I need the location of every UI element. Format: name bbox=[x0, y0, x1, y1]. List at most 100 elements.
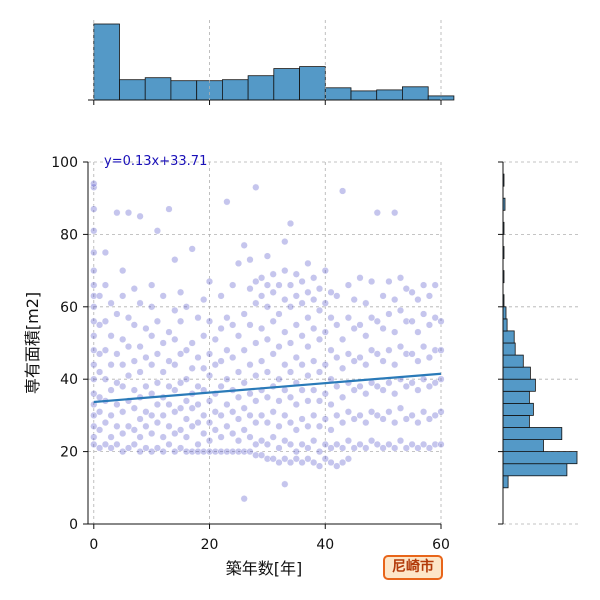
scatter-point bbox=[136, 342, 144, 351]
scatter-point bbox=[298, 386, 306, 394]
scatter-point bbox=[90, 180, 98, 188]
scatter-point bbox=[402, 382, 410, 391]
scatter-point bbox=[333, 411, 341, 420]
scatter-point bbox=[211, 408, 219, 416]
scatter-point bbox=[95, 292, 104, 300]
scatter-point bbox=[344, 437, 353, 445]
scatter-point bbox=[391, 444, 399, 452]
scatter-point bbox=[252, 339, 260, 347]
scatter-point bbox=[431, 346, 439, 354]
scatter-point bbox=[286, 219, 295, 228]
scatter-point bbox=[437, 317, 445, 325]
scatter-point bbox=[327, 426, 335, 434]
scatter-point bbox=[350, 295, 358, 304]
scatter-point bbox=[298, 415, 306, 423]
scatter-point bbox=[391, 328, 399, 336]
scatter-point bbox=[321, 299, 329, 307]
x-hist-bar bbox=[324, 87, 352, 101]
scatter-point bbox=[396, 306, 405, 315]
regression-layer bbox=[93, 372, 442, 404]
scatter-point bbox=[240, 404, 248, 412]
scatter-point bbox=[292, 270, 300, 278]
scatter-point bbox=[107, 299, 115, 307]
scatter-point bbox=[136, 447, 144, 456]
scatter-point bbox=[171, 256, 179, 264]
scatter-point bbox=[246, 433, 254, 441]
scatter-point bbox=[176, 350, 185, 358]
scatter-point bbox=[234, 368, 243, 376]
y-axis-title: 専有面積[m2] bbox=[23, 292, 42, 394]
scatter-point bbox=[286, 303, 295, 311]
scatter-point bbox=[315, 462, 324, 470]
scatter-point bbox=[310, 411, 318, 420]
scatter-point bbox=[367, 408, 376, 416]
x-hist-bar bbox=[144, 77, 172, 101]
scatter-point bbox=[257, 324, 266, 333]
scatter-point bbox=[333, 382, 341, 391]
scatter-point bbox=[310, 437, 318, 445]
scatter-point bbox=[124, 371, 133, 380]
y-tick-label: 80 bbox=[60, 227, 78, 243]
scatter-point bbox=[229, 447, 237, 456]
scatter-point bbox=[234, 415, 243, 423]
scatter-point bbox=[119, 292, 127, 300]
scatter-point bbox=[223, 198, 231, 206]
city-badge: 尼崎市 bbox=[383, 555, 443, 580]
scatter-point bbox=[252, 440, 260, 449]
scatter-point bbox=[130, 404, 138, 412]
scatter-point bbox=[396, 342, 405, 351]
scatter-point bbox=[101, 346, 110, 354]
scatter-point bbox=[101, 317, 110, 325]
scatter-point bbox=[153, 350, 162, 358]
scatter-point bbox=[385, 408, 393, 416]
scatter-point bbox=[344, 281, 353, 289]
scatter-point bbox=[165, 328, 173, 336]
scatter-point bbox=[153, 400, 162, 409]
scatter-point bbox=[304, 422, 312, 430]
scatter-point bbox=[292, 400, 300, 409]
scatter-points bbox=[90, 180, 445, 503]
scatter-point bbox=[425, 382, 434, 391]
scatter-point bbox=[182, 303, 191, 311]
scatter-point bbox=[240, 447, 248, 456]
scatter-point bbox=[171, 335, 179, 344]
scatter-point bbox=[281, 266, 289, 275]
scatter-point bbox=[252, 451, 260, 459]
scatter-point bbox=[425, 415, 434, 423]
scatter-point bbox=[304, 397, 312, 405]
scatter-point bbox=[304, 288, 312, 296]
scatter-point bbox=[315, 335, 324, 344]
scatter-point bbox=[263, 335, 272, 344]
scatter-point bbox=[281, 295, 289, 304]
scatter-point bbox=[327, 400, 335, 409]
scatter-point bbox=[252, 418, 260, 427]
scatter-point bbox=[292, 447, 300, 456]
scatter-point bbox=[414, 418, 422, 427]
scatter-point bbox=[402, 415, 410, 423]
scatter-point bbox=[159, 433, 167, 441]
scatter-point bbox=[229, 353, 237, 362]
scatter-point bbox=[194, 382, 202, 391]
scatter-point bbox=[350, 386, 358, 394]
scatter-point bbox=[90, 361, 98, 369]
scatter-point bbox=[362, 444, 370, 452]
scatter-point bbox=[130, 440, 138, 449]
scatter-point bbox=[246, 256, 254, 264]
scatter-point bbox=[362, 418, 370, 427]
scatter-point bbox=[205, 447, 214, 456]
scatter-point bbox=[107, 332, 115, 340]
scatter-point bbox=[315, 447, 324, 456]
x-tick-label: 0 bbox=[89, 537, 98, 553]
scatter-point bbox=[431, 314, 439, 322]
scatter-point bbox=[396, 437, 405, 445]
scatter-point bbox=[176, 288, 185, 296]
scatter-point bbox=[263, 440, 272, 449]
scatter-point bbox=[310, 295, 318, 304]
scatter-point bbox=[385, 277, 393, 286]
scatter-point bbox=[344, 314, 353, 322]
scatter-point bbox=[304, 314, 312, 322]
scatter-point bbox=[130, 386, 138, 394]
scatter-point bbox=[275, 397, 283, 405]
scatter-point bbox=[281, 437, 289, 445]
scatter-point bbox=[217, 447, 225, 456]
